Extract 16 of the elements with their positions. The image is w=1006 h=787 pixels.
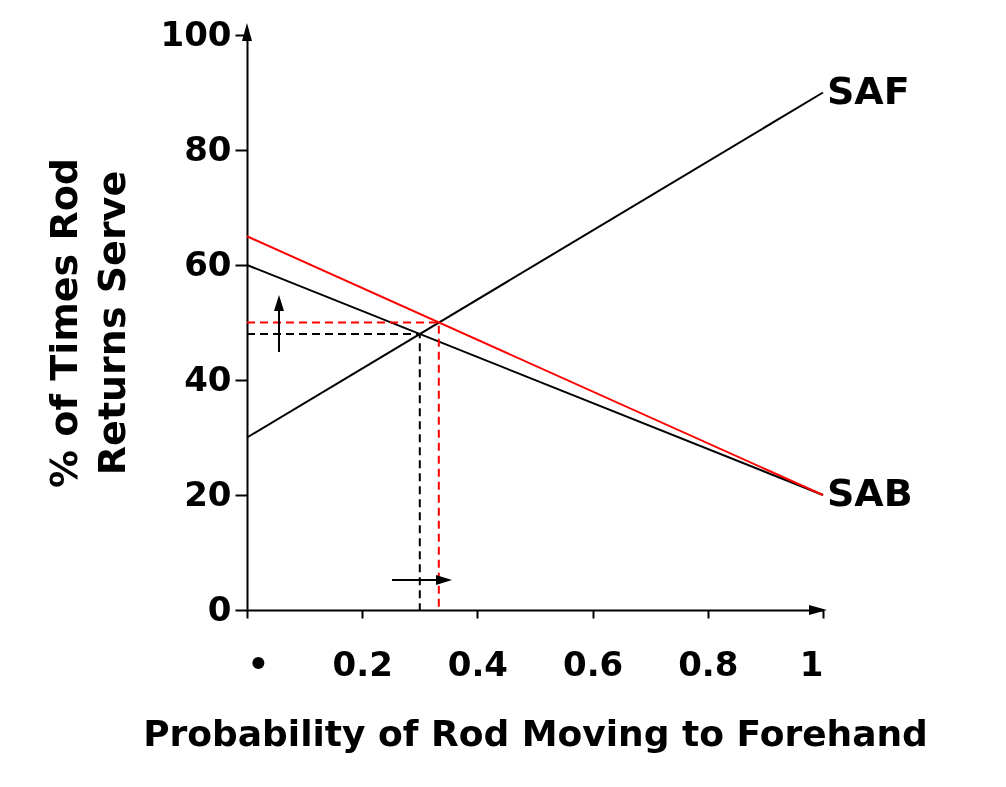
y-tick-label: 80 [184, 128, 232, 169]
series-label: SAB [827, 471, 913, 515]
y-tick-label: 60 [184, 243, 232, 284]
y-tick-label: 20 [184, 473, 232, 514]
x-tick-label: 0.6 [562, 643, 624, 684]
x-tick-label: 0.2 [332, 643, 393, 684]
series-label: SAF [827, 68, 910, 113]
x-tick-label: 1 [799, 643, 824, 684]
x-axis-title: Probability of Rod Moving to Forehand [143, 712, 928, 754]
y-tick-label: 100 [160, 13, 232, 54]
x-tick-label: 0.8 [678, 643, 739, 684]
x-tick-label: 0.4 [447, 643, 509, 684]
x-tick-label: • [247, 643, 270, 684]
y-axis-title: % of Times Rod Returns Serve [41, 158, 134, 488]
y-tick-label: 40 [184, 358, 232, 399]
y-tick-label: 0 [207, 588, 232, 629]
